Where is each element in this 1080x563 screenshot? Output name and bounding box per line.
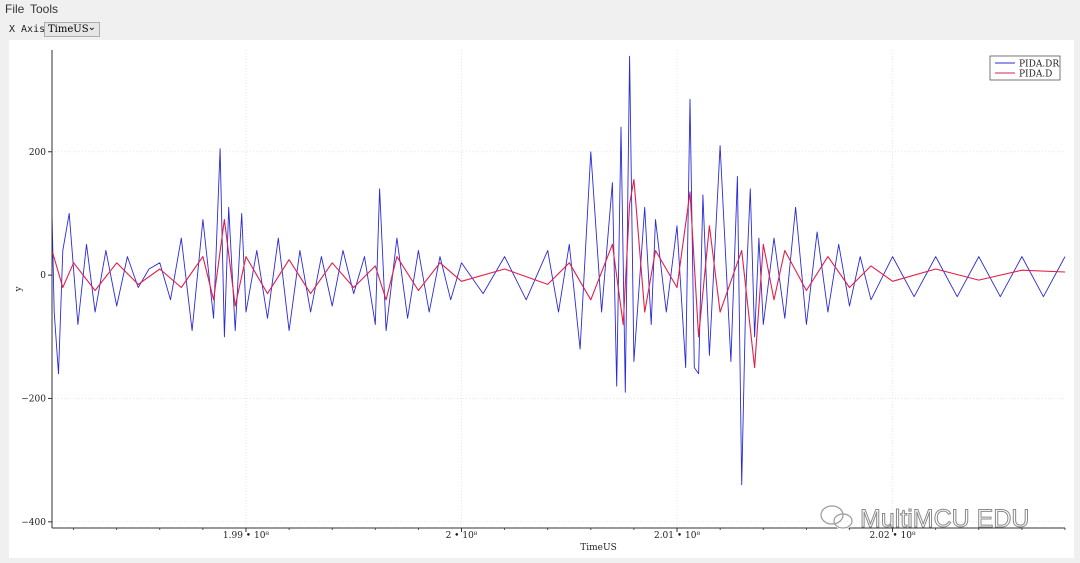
y-tick-label: 200 (29, 148, 46, 158)
x-axis-label: X Axis (9, 24, 46, 35)
x-axis-select[interactable]: TimeUS ⌄ (44, 22, 100, 37)
y-tick-label: −400 (21, 518, 46, 528)
series-line-pida-d (51, 178, 1066, 369)
y-axis-title: y (14, 286, 24, 293)
legend-box (989, 55, 1061, 81)
menu-tools[interactable]: Tools (30, 2, 59, 16)
toolbar: X Axis TimeUS ⌄ (0, 19, 1080, 41)
x-tick-label: 2.02 • 10⁸ (870, 531, 917, 541)
x-axis-title: TimeUS (580, 543, 617, 553)
axes: −400 −200 0 200 1.99 • 10⁸ 2 • 10⁸ 2.01 • 10⁸ 2… (14, 50, 1066, 553)
line-chart[interactable]: −400 −200 0 200 1.99 • 10⁸ 2 • 10⁸ 2.01 • 10⁸ 2… (9, 40, 1074, 558)
x-axis-select-value: TimeUS (48, 24, 89, 35)
chevron-down-icon: ⌄ (87, 22, 96, 33)
grid (52, 50, 1065, 528)
legend-label: PIDA.DR (1019, 60, 1059, 70)
series-group (51, 55, 1066, 486)
x-tick-label: 2.01 • 10⁸ (654, 531, 701, 541)
plot-panel[interactable]: −400 −200 0 200 1.99 • 10⁸ 2 • 10⁸ 2.01 • 10⁸ 2… (9, 40, 1074, 558)
x-tick-label: 1.99 • 10⁸ (223, 531, 270, 541)
legend-label: PIDA.D (1019, 70, 1052, 80)
wechat-icon (819, 504, 854, 530)
menu-file[interactable]: File (5, 2, 25, 16)
x-tick-label: 2 • 10⁸ (446, 531, 478, 541)
watermark-text: MultiMCU EDU (860, 505, 1029, 533)
series-line-pida-dr (51, 55, 1066, 486)
wechat-icon-outline (820, 505, 853, 529)
menu-bar: File Tools (0, 0, 1080, 18)
watermark: MultiMCU EDU (818, 500, 1048, 534)
y-tick-label: 0 (40, 271, 46, 281)
y-tick-label: −200 (21, 394, 46, 404)
